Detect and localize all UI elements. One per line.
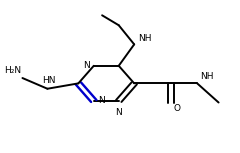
Text: N: N: [98, 97, 105, 105]
Text: N: N: [83, 61, 90, 70]
Text: H₂N: H₂N: [4, 66, 21, 75]
Text: N: N: [115, 108, 122, 117]
Text: HN: HN: [42, 76, 55, 85]
Text: O: O: [174, 104, 181, 113]
Text: NH: NH: [138, 34, 151, 43]
Text: NH: NH: [200, 72, 214, 81]
